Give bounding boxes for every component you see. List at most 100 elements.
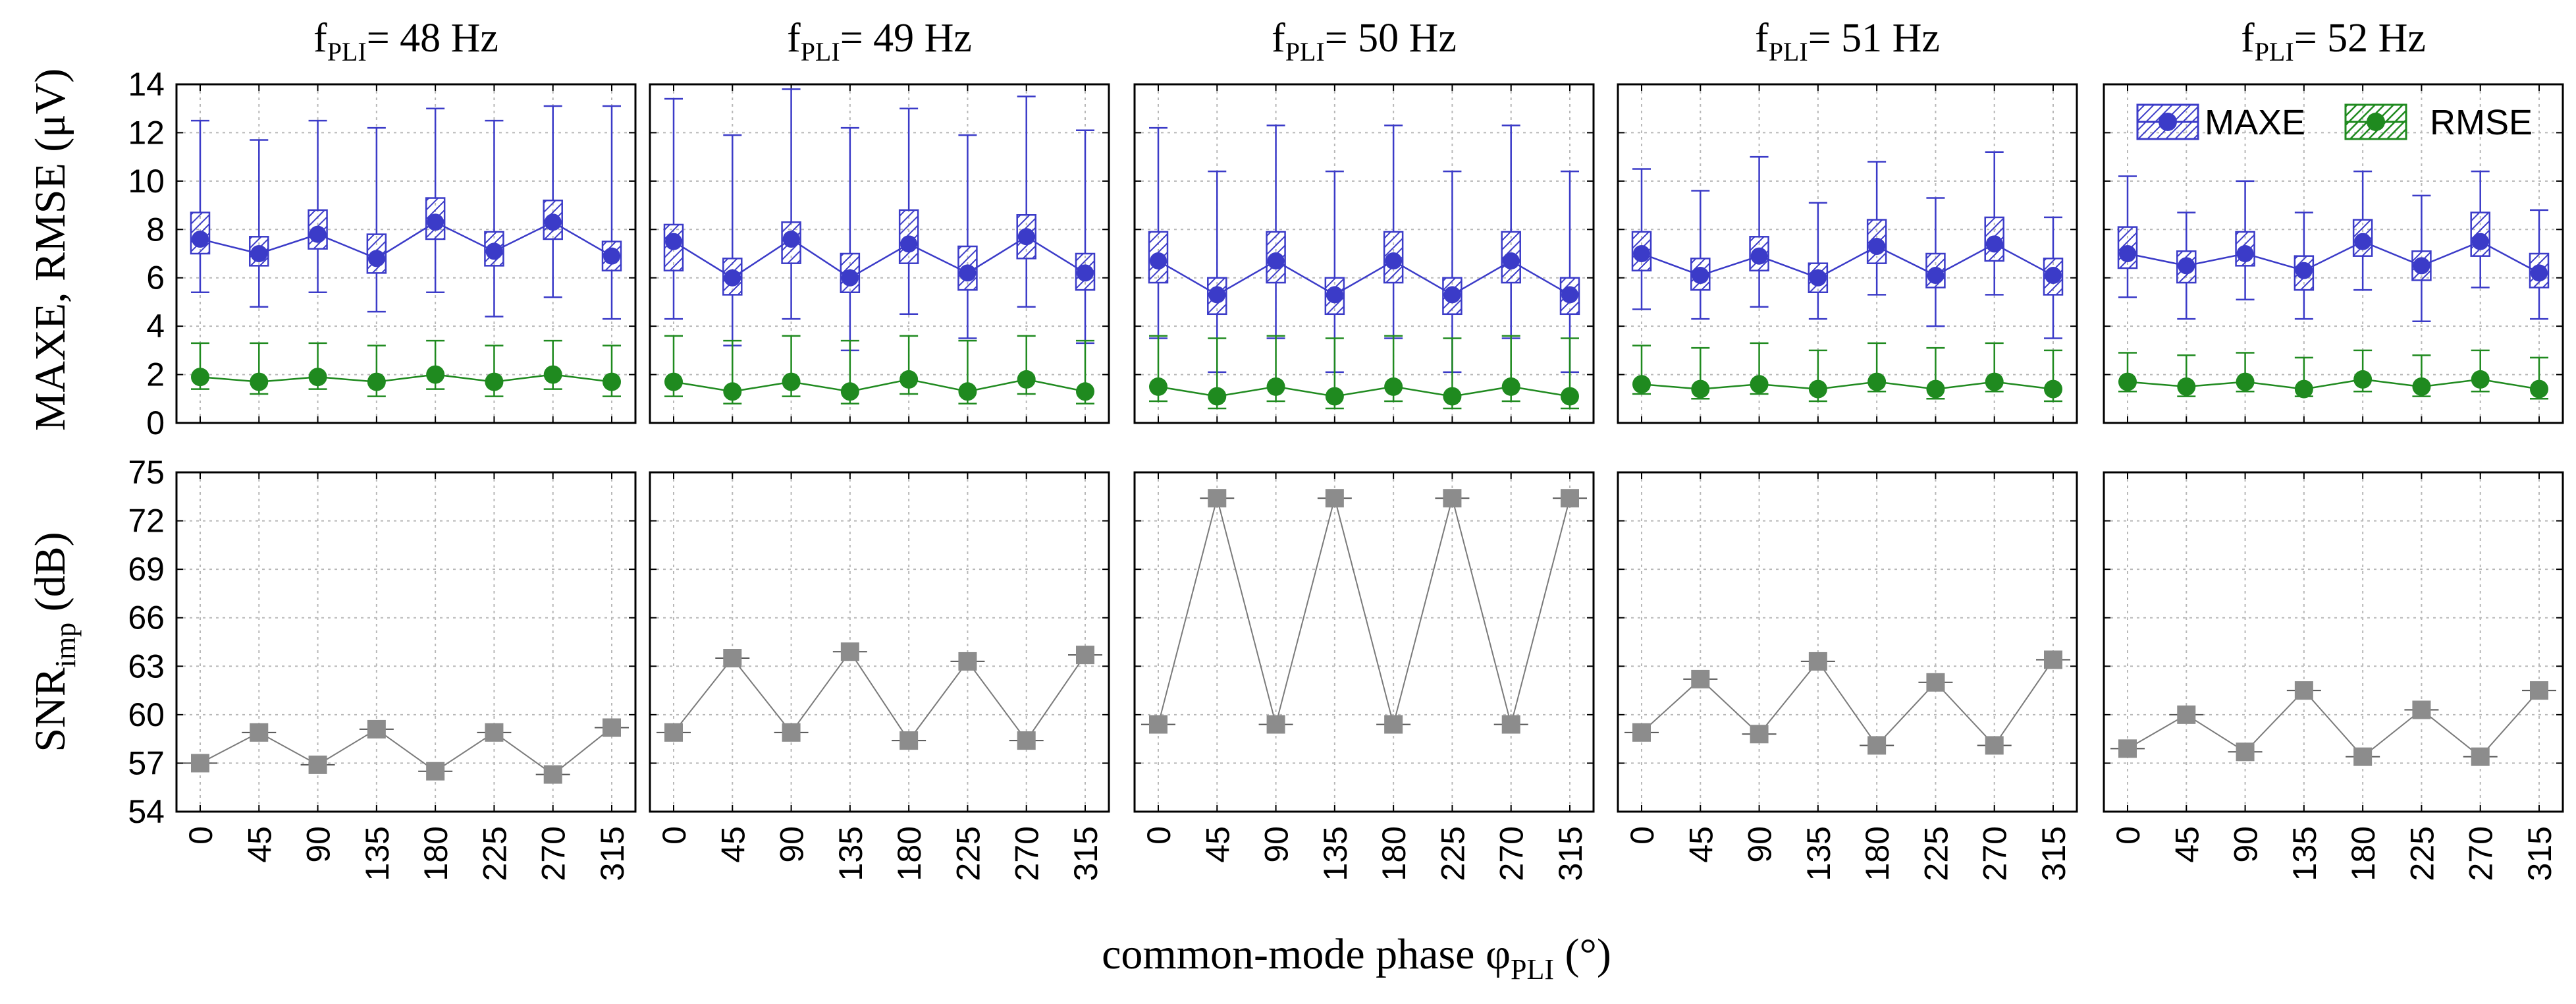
maxe-mean-marker xyxy=(1502,252,1520,270)
top-ytick-label: 2 xyxy=(146,356,165,393)
top-ytick-label: 8 xyxy=(146,211,165,248)
xtick-label: 135 xyxy=(2286,826,2323,881)
xtick-label: 180 xyxy=(891,826,928,881)
rmse-mean-marker xyxy=(899,370,919,389)
legend-rmse-marker xyxy=(2367,113,2385,131)
panel-1: fPLI= 48 Hz 0 45 90 135 180 225 270 315 0 2 4 6 8 10 12… xyxy=(128,16,637,881)
xtick-label: 315 xyxy=(1067,826,1104,881)
xtick-label: 135 xyxy=(1317,826,1354,881)
rmse-mean-marker xyxy=(1443,387,1462,406)
snr-marker xyxy=(2471,747,2490,766)
panel-title-f: f xyxy=(787,16,801,61)
bottom-frame xyxy=(649,471,1110,813)
xtick-label: 0 xyxy=(1624,826,1661,845)
top-ytick-label: 0 xyxy=(146,404,165,441)
maxe-mean-marker xyxy=(1077,264,1094,282)
panel-title-f: f xyxy=(2241,16,2255,61)
maxe-mean-marker xyxy=(1927,267,1945,285)
maxe-mean-marker xyxy=(1692,267,1709,285)
panel-title-f: f xyxy=(313,16,327,61)
maxe-mean-marker xyxy=(2045,267,2062,285)
maxe-mean-marker xyxy=(1809,269,1827,287)
bottom-y-axis-title-unit: (dB) xyxy=(26,532,74,622)
snr-marker xyxy=(1867,736,1887,755)
panel-3: fPLI= 50 Hz 0 45 90 135 180 225 270 315 xyxy=(1133,16,1595,881)
rmse-mean-marker xyxy=(2118,372,2137,391)
panel-title-f: f xyxy=(1272,16,1285,61)
rmse-mean-marker xyxy=(250,372,269,391)
xtick-label: 90 xyxy=(1742,826,1779,863)
snr-marker xyxy=(367,719,386,739)
panel-4: fPLI= 51 Hz 0 45 90 135 180 225 270 315 xyxy=(1617,16,2078,881)
legend-rmse-label: RMSE xyxy=(2430,103,2533,142)
snr-marker xyxy=(2412,700,2431,719)
bottom-ytick-label: 75 xyxy=(128,454,165,491)
chart-root: fPLI= 48 Hz0 45 90 135 180 225 270 315024681012… xyxy=(26,16,2564,986)
rmse-mean-marker xyxy=(2044,379,2062,399)
panel-5: fPLI= 52 Hz 0 45 90 135 180 225 270 315 MAXE RMSE xyxy=(2103,16,2564,881)
bottom-y-axis-title-sub: imp xyxy=(49,623,82,667)
panel-title-sub: PLI xyxy=(327,37,367,67)
maxe-mean-line xyxy=(2127,240,2540,274)
maxe-mean-marker xyxy=(1985,235,2003,253)
snr-marker xyxy=(543,765,562,784)
xtick-label: 90 xyxy=(2228,826,2265,863)
rmse-mean-marker xyxy=(603,372,621,391)
xtick-label: 315 xyxy=(1552,826,1589,881)
rmse-mean-marker xyxy=(1985,372,2004,391)
maxe-mean-marker xyxy=(309,225,327,243)
maxe-mean-marker xyxy=(367,250,385,267)
snr-marker xyxy=(899,731,919,750)
x-axis-title-unit: (°) xyxy=(1554,930,1611,978)
snr-marker xyxy=(664,723,683,742)
maxe-mean-marker xyxy=(1868,237,1886,255)
snr-marker xyxy=(1384,715,1403,734)
bottom-ytick-label: 54 xyxy=(128,793,165,830)
snr-marker xyxy=(485,723,504,742)
panel-title: fPLI= 51 Hz xyxy=(1755,16,1940,67)
maxe-mean-marker xyxy=(724,269,741,287)
xtick-label: 135 xyxy=(1800,826,1837,881)
xtick-label: 135 xyxy=(832,826,869,881)
panel-title-value: = 51 Hz xyxy=(1808,16,1940,61)
maxe-mean-marker xyxy=(192,230,209,248)
rmse-mean-marker xyxy=(1266,377,1285,396)
snr-line xyxy=(673,650,1086,742)
rmse-mean-marker xyxy=(426,365,445,384)
panel-title: fPLI= 52 Hz xyxy=(2241,16,2426,67)
snr-line xyxy=(1641,659,2054,747)
maxe-mean-marker xyxy=(1561,286,1578,304)
rmse-mean-marker xyxy=(2236,372,2255,391)
top-y-axis-title: MAXE, RMSE (μV) xyxy=(26,69,74,432)
legend-maxe-marker xyxy=(2159,113,2177,131)
bottom-y-axis-title: SNRimp (dB) xyxy=(26,532,82,752)
panel-title-value: = 52 Hz xyxy=(2294,16,2426,61)
maxe-mean-marker xyxy=(485,242,503,260)
rmse-mean-marker xyxy=(1076,382,1094,401)
panel-title-sub: PLI xyxy=(2255,37,2294,67)
rmse-mean-marker xyxy=(664,372,683,391)
panel-title-value: = 50 Hz xyxy=(1325,16,1457,61)
rmse-mean-marker xyxy=(2530,379,2548,399)
maxe-mean-line xyxy=(1641,242,2054,279)
top-frame xyxy=(1133,83,1595,424)
xtick-label: 0 xyxy=(2110,826,2147,845)
x-axis-title: common-mode phase φPLI (°) xyxy=(1102,930,1611,986)
rmse-mean-marker xyxy=(1691,379,1710,399)
maxe-mean-marker xyxy=(2236,245,2254,262)
xtick-label: 315 xyxy=(2035,826,2072,881)
rmse-mean-marker xyxy=(1808,379,1827,399)
maxe-mean-marker xyxy=(841,269,859,287)
xtick-label: 270 xyxy=(535,826,572,881)
xtick-label: 45 xyxy=(2168,826,2205,863)
rmse-mean-marker xyxy=(1017,370,1036,389)
xtick-label: 225 xyxy=(950,826,986,881)
snr-marker xyxy=(958,652,977,671)
bottom-frame xyxy=(2103,471,2564,813)
rmse-mean-marker xyxy=(840,382,859,401)
snr-marker xyxy=(1076,646,1094,665)
maxe-mean-line xyxy=(200,221,612,260)
rmse-mean-marker xyxy=(543,365,562,384)
bottom-ytick-label: 69 xyxy=(128,551,165,588)
rmse-mean-marker xyxy=(958,382,977,401)
